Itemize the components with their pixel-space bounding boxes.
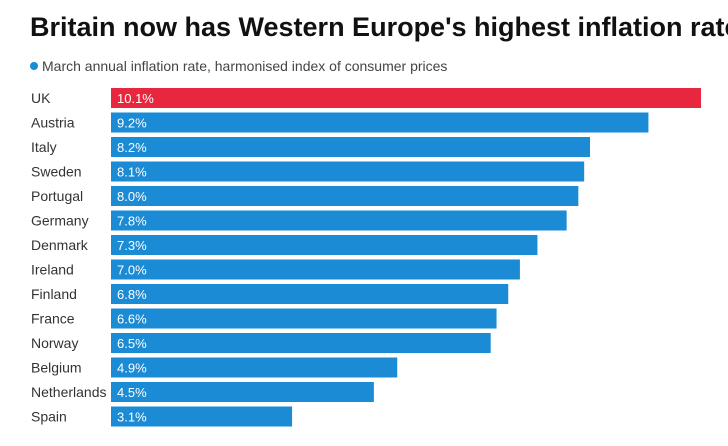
- category-label-spain: Spain: [31, 409, 67, 425]
- category-label-italy: Italy: [31, 139, 57, 155]
- bar-austria: [111, 112, 649, 133]
- bar-norway: [111, 333, 491, 353]
- value-label-finland: 6.8%: [117, 287, 147, 302]
- category-label-ireland: Ireland: [31, 262, 74, 278]
- bar-netherlands: [111, 382, 374, 402]
- value-label-ireland: 7.0%: [117, 263, 147, 278]
- category-label-uk: UK: [31, 90, 51, 106]
- chart-subtitle: March annual inflation rate, harmonised …: [30, 58, 447, 74]
- bar-france: [111, 308, 497, 329]
- legend-dot-icon: [30, 62, 38, 70]
- category-label-finland: Finland: [31, 286, 77, 302]
- category-label-netherlands: Netherlands: [31, 384, 107, 400]
- category-label-denmark: Denmark: [31, 237, 89, 253]
- category-label-austria: Austria: [31, 115, 75, 131]
- category-label-belgium: Belgium: [31, 360, 82, 376]
- value-label-portugal: 8.0%: [117, 189, 147, 204]
- value-label-denmark: 7.3%: [117, 238, 147, 253]
- bar-germany: [111, 210, 567, 231]
- bar-spain: [111, 406, 293, 427]
- bar-portugal: [111, 186, 579, 206]
- bar-italy: [111, 137, 591, 157]
- value-label-italy: 8.2%: [117, 140, 147, 155]
- subtitle-text: March annual inflation rate, harmonised …: [42, 58, 448, 74]
- category-label-portugal: Portugal: [31, 188, 83, 204]
- value-label-austria: 9.2%: [117, 116, 147, 131]
- value-label-uk: 10.1%: [117, 91, 154, 106]
- value-label-france: 6.6%: [117, 312, 147, 327]
- value-label-belgium: 4.9%: [117, 361, 147, 376]
- bar-belgium: [111, 357, 398, 378]
- bar-ireland: [111, 259, 520, 280]
- value-label-sweden: 8.1%: [117, 165, 147, 180]
- value-label-spain: 3.1%: [117, 410, 147, 425]
- value-label-norway: 6.5%: [117, 336, 147, 351]
- category-label-sweden: Sweden: [31, 164, 82, 180]
- bar-denmark: [111, 235, 538, 255]
- bar-sweden: [111, 161, 585, 182]
- category-label-norway: Norway: [31, 335, 78, 351]
- bar-finland: [111, 284, 509, 304]
- bar-chart: UK 10.1% Austria 9.2% Italy 8.2% Sweden 8.1% Por…: [31, 88, 701, 427]
- category-label-germany: Germany: [31, 213, 89, 229]
- value-label-germany: 7.8%: [117, 214, 147, 229]
- chart-title: Britain now has Western Europe's highest…: [30, 12, 728, 42]
- category-label-france: France: [31, 311, 75, 327]
- value-label-netherlands: 4.5%: [117, 385, 147, 400]
- bar-uk: [111, 88, 701, 108]
